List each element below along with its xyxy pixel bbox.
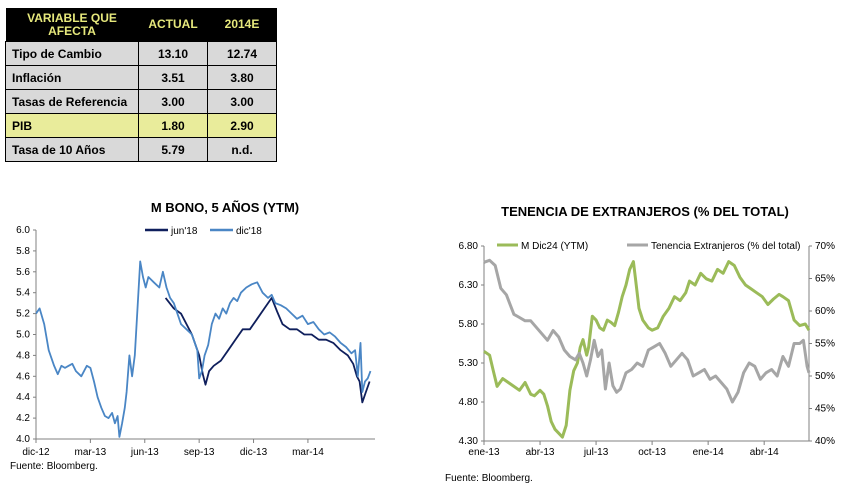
row-actual: 3.00: [138, 89, 208, 114]
x-tick-label: sep-13: [184, 447, 215, 458]
series-line-tenencia: [483, 258, 811, 404]
series-tenencia: [483, 258, 811, 439]
left-y-tick-label: 6.30: [459, 280, 479, 291]
row-2014e: 2.90: [207, 113, 277, 138]
y-tick-label: 5.0: [16, 330, 30, 341]
left-y-tick-label: 4.80: [459, 397, 479, 408]
y-tick-label: 6.0: [16, 225, 30, 236]
x-tick-label: dic-13: [240, 447, 268, 458]
y-tick-label: 5.6: [16, 267, 30, 278]
x-tick-label: jun-13: [130, 447, 159, 458]
y-tick-label: 4.8: [16, 350, 30, 361]
x-tick-label: mar-13: [75, 447, 107, 458]
axes-mbono: 4.0 4.2 4.4 4.6 4.8 5.0 5.2 5.4 5.6 5.8 6.0 dic-12 m…: [16, 225, 375, 458]
x-tick-label: abr-13: [526, 447, 555, 458]
row-2014e: 3.80: [207, 65, 277, 90]
series-mbono: [35, 260, 372, 438]
table-row: Tipo de Cambio 13.10 12.74: [5, 41, 277, 66]
table-row: Tasas de Referencia 3.00 3.00: [5, 89, 277, 114]
y-tick-label: 4.2: [16, 413, 30, 424]
header-2014e: 2014E: [207, 8, 277, 42]
x-tick-label: ene-13: [468, 447, 500, 458]
variables-table: VARIABLE QUE AFECTA ACTUAL 2014E Tipo de…: [5, 8, 277, 162]
table-row: Inflación 3.51 3.80: [5, 65, 277, 90]
x-tick-label: oct-13: [638, 447, 666, 458]
right-y-tick-label: 55%: [815, 339, 835, 350]
legend-tenencia: M Dic24 (YTM) Tenencia Extranjeros (% de…: [497, 241, 801, 252]
legend-label-mdic24: M Dic24 (YTM): [521, 241, 588, 252]
table-row: Tasa de 10 Años 5.79 n.d.: [5, 137, 277, 162]
x-tick-label: mar-14: [292, 447, 324, 458]
right-y-tick-label: 70%: [815, 241, 835, 252]
chart-title-mbono: M BONO, 5 AÑOS (YTM): [151, 200, 299, 215]
x-tick-label: dic-12: [22, 447, 50, 458]
row-actual: 5.79: [138, 137, 208, 162]
x-tick-label: jul-13: [583, 447, 609, 458]
left-y-tick-label: 5.80: [459, 319, 479, 330]
y-tick-label: 5.4: [16, 288, 30, 299]
y-tick-label: 4.4: [16, 392, 30, 403]
table-row-highlighted: PIB 1.80 2.90: [5, 113, 277, 138]
table-header-row: VARIABLE QUE AFECTA ACTUAL 2014E: [5, 8, 277, 42]
row-actual: 3.51: [138, 65, 208, 90]
series-line-mdic24: [483, 260, 811, 439]
legend-label-tenencia: Tenencia Extranjeros (% del total): [651, 241, 801, 252]
row-2014e: 3.00: [207, 89, 277, 114]
right-y-tick-label: 40%: [815, 436, 835, 447]
series-line-dic18: [35, 260, 372, 438]
row-label: Tasas de Referencia: [5, 89, 139, 114]
chart-source-mbono: Fuente: Bloomberg.: [10, 461, 98, 472]
y-tick-label: 5.2: [16, 309, 30, 320]
right-y-tick-label: 45%: [815, 404, 835, 415]
legend-mbono: jun'18 dic'18: [145, 226, 262, 237]
y-tick-label: 4.0: [16, 434, 30, 445]
header-actual: ACTUAL: [138, 8, 208, 42]
legend-label-jun18: jun'18: [170, 226, 198, 237]
y-tick-label: 4.6: [16, 371, 30, 382]
row-actual: 13.10: [138, 41, 208, 66]
legend-label-dic18: dic'18: [236, 226, 262, 237]
right-y-tick-label: 65%: [815, 274, 835, 285]
axes-tenencia: 4.30 4.80 5.30 5.80 6.30 6.80 40% 45% 50% 55% 60% 6…: [459, 241, 836, 458]
row-label: Inflación: [5, 65, 139, 90]
left-y-tick-label: 6.80: [459, 241, 479, 252]
row-label: Tasa de 10 Años: [5, 137, 139, 162]
row-label: Tipo de Cambio: [5, 41, 139, 66]
x-tick-label: ene-14: [693, 447, 725, 458]
row-2014e: 12.74: [207, 41, 277, 66]
right-y-tick-label: 50%: [815, 371, 835, 382]
row-2014e: n.d.: [207, 137, 277, 162]
x-tick-label: abr-14: [750, 447, 779, 458]
left-y-tick-label: 4.30: [459, 436, 479, 447]
chart-title-tenencia: TENENCIA DE EXTRANJEROS (% DEL TOTAL): [501, 204, 789, 219]
series-line-jun18: [164, 296, 371, 404]
header-variable: VARIABLE QUE AFECTA: [5, 8, 139, 42]
chart-source-tenencia: Fuente: Bloomberg.: [445, 473, 533, 484]
left-y-tick-label: 5.30: [459, 358, 479, 369]
right-y-tick-label: 60%: [815, 306, 835, 317]
y-tick-label: 5.8: [16, 246, 30, 257]
